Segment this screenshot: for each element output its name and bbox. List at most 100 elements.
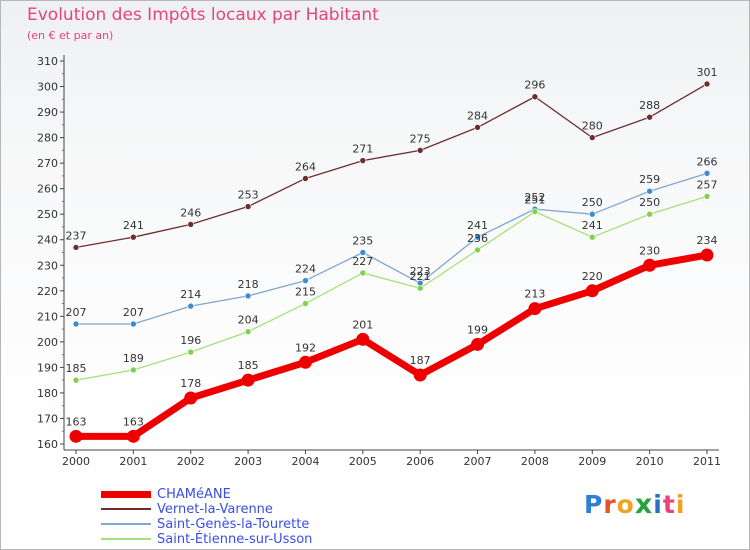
data-label-saint-genes-la-tourette: 235 [352, 235, 373, 248]
y-tick-label: 290 [37, 106, 58, 119]
data-label-vernet-la-varenne: 271 [352, 143, 373, 156]
data-label-chameane: 234 [697, 234, 718, 247]
legend-swatch [101, 538, 151, 540]
series-line-vernet-la-varenne [75, 83, 708, 249]
x-tick-label: 2001 [119, 455, 147, 468]
data-label-saint-etienne-sur-usson: 215 [295, 286, 316, 299]
data-point-saint-etienne-sur-usson [531, 208, 539, 215]
data-point-saint-etienne-sur-usson [244, 328, 252, 335]
data-point-saint-genes-la-tourette [187, 302, 195, 310]
y-tick-label: 300 [37, 81, 58, 94]
chart-title: Evolution des Impôts locaux par Habitant [27, 5, 379, 25]
y-tick-label: 210 [37, 310, 58, 323]
y-tick-label: 220 [37, 285, 58, 298]
data-point-vernet-la-varenne [531, 93, 539, 101]
data-label-chameane: 163 [66, 415, 87, 428]
data-label-saint-genes-la-tourette: 207 [66, 306, 87, 319]
data-label-chameane: 199 [467, 323, 488, 336]
y-tick-label: 280 [37, 132, 58, 145]
data-point-saint-etienne-sur-usson [72, 376, 80, 384]
data-point-saint-genes-la-tourette [474, 233, 481, 241]
data-point-saint-genes-la-tourette [244, 292, 252, 300]
data-point-saint-etienne-sur-usson [359, 269, 367, 277]
proxiti-logo: Proxiti [584, 489, 685, 520]
logo-letter: x [634, 489, 654, 520]
data-point-saint-genes-la-tourette [588, 210, 596, 218]
data-point-saint-genes-la-tourette [359, 249, 367, 256]
data-label-saint-genes-la-tourette: 218 [238, 278, 259, 291]
legend-label: Saint-Genès-la-Tourette [157, 517, 310, 532]
x-tick-label: 2003 [234, 455, 262, 468]
data-point-saint-etienne-sur-usson [703, 193, 711, 200]
legend-label: Saint-Étienne-sur-Usson [157, 532, 313, 547]
data-label-saint-etienne-sur-usson: 250 [639, 196, 660, 209]
data-label-saint-genes-la-tourette: 250 [582, 196, 603, 209]
x-tick-label: 2010 [636, 455, 664, 468]
data-label-chameane: 213 [524, 288, 545, 301]
data-point-vernet-la-varenne [646, 113, 653, 121]
data-point-vernet-la-varenne [474, 124, 481, 131]
y-tick-label: 230 [37, 259, 58, 272]
data-point-vernet-la-varenne [359, 157, 367, 164]
data-point-chameane [643, 258, 657, 272]
data-label-vernet-la-varenne: 246 [180, 206, 201, 219]
y-tick-label: 200 [37, 336, 58, 349]
data-label-chameane: 187 [410, 354, 431, 367]
data-label-saint-etienne-sur-usson: 185 [66, 362, 87, 375]
x-tick-label: 2007 [464, 455, 492, 468]
legend-swatch [101, 508, 151, 510]
data-label-vernet-la-varenne: 275 [410, 132, 431, 145]
legend-swatch [101, 490, 151, 498]
data-point-saint-genes-la-tourette [703, 170, 711, 177]
data-point-chameane [585, 284, 599, 298]
y-tick-label: 160 [37, 438, 58, 451]
x-tick-label: 2009 [578, 455, 606, 468]
data-label-chameane: 185 [238, 359, 259, 372]
data-label-saint-genes-la-tourette: 207 [123, 306, 144, 319]
data-label-saint-etienne-sur-usson: 204 [238, 314, 259, 327]
data-point-chameane [700, 248, 714, 262]
y-tick-label: 260 [37, 183, 58, 196]
data-label-saint-genes-la-tourette: 259 [639, 173, 660, 186]
logo-letter: i [675, 490, 686, 519]
data-point-saint-etienne-sur-usson [416, 284, 424, 292]
data-point-chameane [298, 355, 312, 369]
data-label-vernet-la-varenne: 253 [238, 189, 259, 202]
data-label-saint-genes-la-tourette: 241 [467, 219, 488, 232]
data-point-chameane [471, 337, 485, 351]
y-tick-label: 190 [37, 361, 58, 374]
logo-letter: o [616, 490, 635, 519]
data-point-chameane [356, 332, 370, 346]
data-point-saint-etienne-sur-usson [646, 210, 653, 218]
data-point-chameane [528, 302, 542, 316]
data-label-saint-genes-la-tourette: 266 [697, 155, 718, 168]
data-point-vernet-la-varenne [130, 233, 137, 241]
data-label-saint-etienne-sur-usson: 257 [697, 178, 718, 191]
series-line-chameane [72, 251, 711, 440]
data-point-saint-etienne-sur-usson [187, 348, 195, 356]
data-point-chameane [69, 429, 83, 443]
data-point-vernet-la-varenne [703, 80, 711, 88]
data-label-vernet-la-varenne: 284 [467, 109, 488, 122]
data-point-saint-genes-la-tourette [646, 187, 653, 195]
data-point-vernet-la-varenne [416, 147, 424, 154]
data-label-saint-etienne-sur-usson: 236 [467, 232, 488, 245]
y-tick-label: 250 [37, 208, 58, 221]
legend-label: Vernet-la-Varenne [157, 502, 273, 517]
data-label-saint-genes-la-tourette: 252 [524, 191, 545, 204]
data-label-saint-etienne-sur-usson: 189 [123, 352, 144, 365]
data-label-vernet-la-varenne: 241 [123, 219, 144, 232]
data-point-vernet-la-varenne [72, 244, 80, 251]
y-tick-label: 180 [37, 387, 58, 400]
y-tick-label: 270 [37, 157, 58, 170]
data-point-saint-etienne-sur-usson [302, 300, 309, 307]
x-tick-label: 2006 [406, 455, 434, 468]
data-label-vernet-la-varenne: 301 [697, 66, 718, 79]
x-tick-label: 2005 [349, 455, 377, 468]
x-tick-label: 2011 [693, 455, 721, 468]
data-label-chameane: 230 [639, 244, 660, 257]
data-label-saint-etienne-sur-usson: 241 [582, 219, 603, 232]
data-point-saint-etienne-sur-usson [588, 233, 596, 241]
